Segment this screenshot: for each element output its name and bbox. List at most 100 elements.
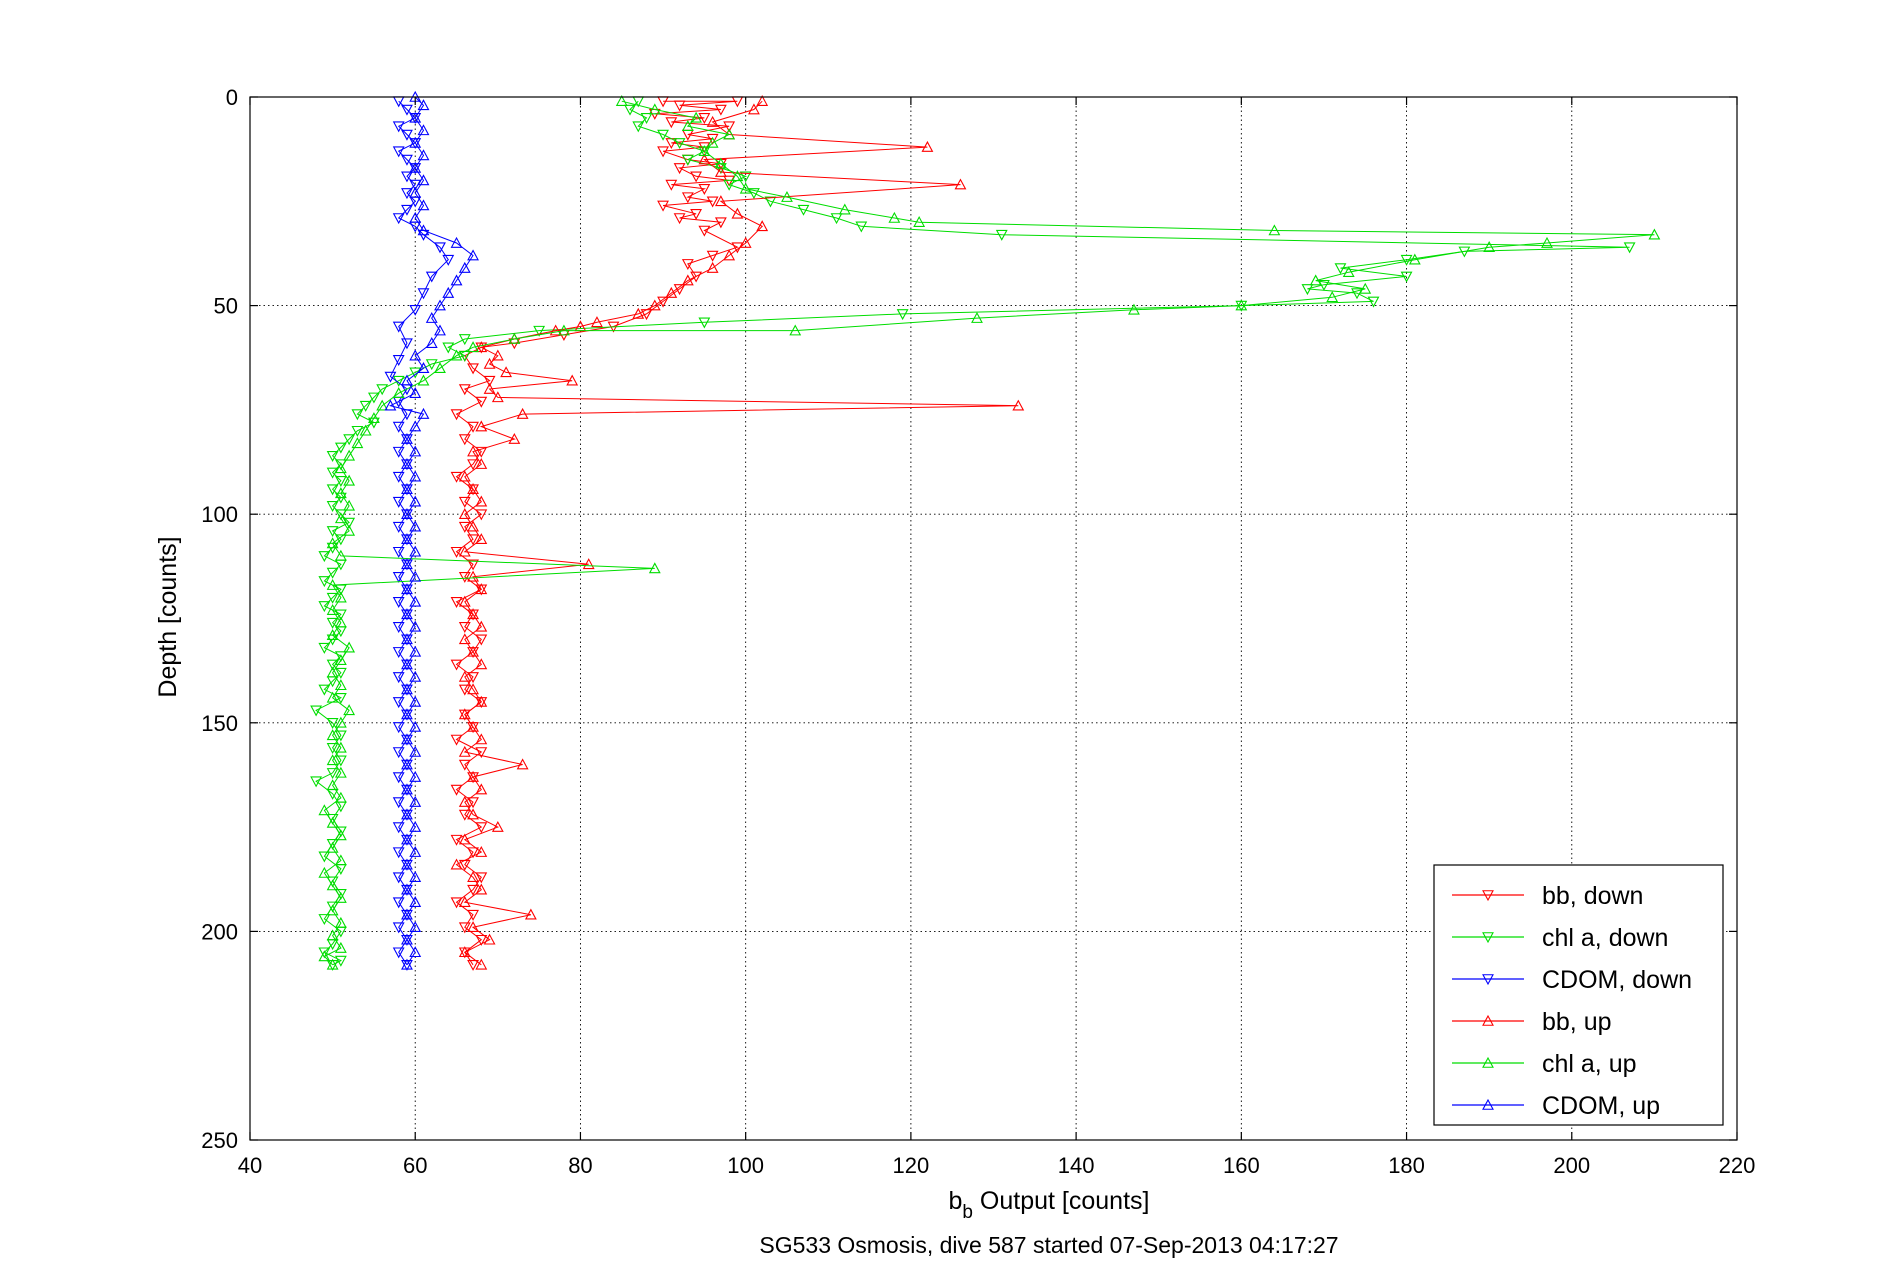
data-point: [334, 716, 347, 728]
data-point: [706, 261, 719, 273]
data-point: [491, 349, 504, 361]
data-point: [640, 113, 653, 125]
data-point: [326, 779, 339, 791]
data-point: [318, 804, 331, 816]
data-point: [334, 741, 347, 753]
x-tick-label: 40: [238, 1153, 262, 1178]
data-point: [409, 820, 422, 832]
data-point: [500, 366, 513, 378]
data-point: [475, 695, 488, 707]
data-point: [450, 834, 463, 846]
data-point: [343, 641, 356, 653]
data-point: [450, 471, 463, 483]
data-point: [326, 526, 339, 538]
y-tick-label: 150: [201, 711, 238, 736]
data-point: [401, 933, 413, 945]
x-tick-label: 80: [568, 1153, 592, 1178]
data-point: [417, 407, 430, 419]
data-point: [450, 274, 463, 286]
data-point: [1541, 236, 1553, 248]
data-point: [417, 199, 430, 211]
data-point: [838, 203, 851, 215]
data-point: [334, 462, 347, 474]
data-point: [731, 170, 744, 182]
data-point: [334, 679, 347, 691]
data-point: [409, 871, 422, 882]
data-point: [401, 608, 413, 620]
data-point: [367, 412, 380, 424]
data-point: [1400, 254, 1413, 266]
data-point: [483, 382, 496, 394]
y-tick-label: 250: [201, 1128, 238, 1153]
data-point: [401, 908, 413, 920]
data-point: [475, 783, 488, 795]
x-tick-label: 160: [1223, 1153, 1260, 1178]
series-chl-a-down: [310, 96, 1636, 971]
data-point: [392, 722, 405, 734]
data-point: [665, 179, 678, 191]
data-point: [632, 307, 645, 319]
data-point: [401, 958, 413, 970]
data-point: [409, 770, 422, 782]
data-point: [334, 854, 347, 866]
data-point: [681, 259, 694, 271]
data-point: [401, 457, 413, 469]
data-point: [458, 521, 471, 533]
data-point: [401, 833, 413, 845]
legend: bb, down chl a, down CDOM, down bb, up chl a…: [1433, 864, 1724, 1126]
legend-marker: [1482, 974, 1494, 986]
data-point: [1334, 263, 1347, 275]
data-point: [392, 321, 405, 333]
data-point: [334, 692, 347, 704]
data-point: [392, 121, 405, 133]
data-point: [467, 720, 479, 732]
data-point: [392, 471, 405, 483]
y-tick-label: 0: [226, 85, 238, 110]
data-point: [318, 947, 331, 959]
data-point: [442, 286, 455, 298]
data-point: [714, 104, 727, 116]
data-point: [401, 171, 413, 183]
data-point: [401, 533, 413, 545]
data-point: [458, 946, 471, 958]
data-point: [409, 420, 422, 432]
data-point: [1400, 271, 1413, 283]
data-point: [409, 136, 422, 148]
data-point: [971, 311, 983, 323]
data-point: [392, 897, 405, 909]
data-point: [326, 537, 339, 549]
data-point: [714, 217, 727, 229]
data-point: [508, 332, 521, 344]
data-point: [475, 658, 488, 670]
data-point: [458, 745, 471, 757]
data-point: [698, 317, 711, 329]
data-point: [334, 941, 347, 953]
legend-marker: [1482, 1014, 1494, 1026]
data-point: [450, 858, 463, 870]
data-point: [334, 616, 347, 628]
data-point: [392, 647, 405, 659]
data-point: [442, 254, 455, 266]
plot-frame: [249, 96, 1738, 1141]
data-point: [681, 274, 694, 286]
data-point: [458, 684, 471, 696]
x-axis-label: bb Output [counts]: [949, 1187, 1150, 1223]
legend-marker: [1482, 1056, 1494, 1068]
data-point: [409, 645, 422, 657]
data-point: [467, 672, 479, 684]
data-point: [450, 897, 463, 909]
data-point: [467, 445, 479, 457]
data-point: [723, 179, 736, 191]
data-point: [392, 747, 405, 759]
data-point: [318, 642, 331, 654]
data-point: [409, 845, 422, 857]
data-point: [401, 129, 413, 141]
data-point: [483, 357, 496, 369]
data-point: [467, 871, 479, 882]
data-point: [475, 509, 488, 521]
data-point: [739, 171, 752, 183]
data-point: [326, 904, 339, 916]
data-point: [334, 916, 347, 928]
data-point: [1309, 274, 1322, 286]
data-point: [516, 758, 529, 770]
